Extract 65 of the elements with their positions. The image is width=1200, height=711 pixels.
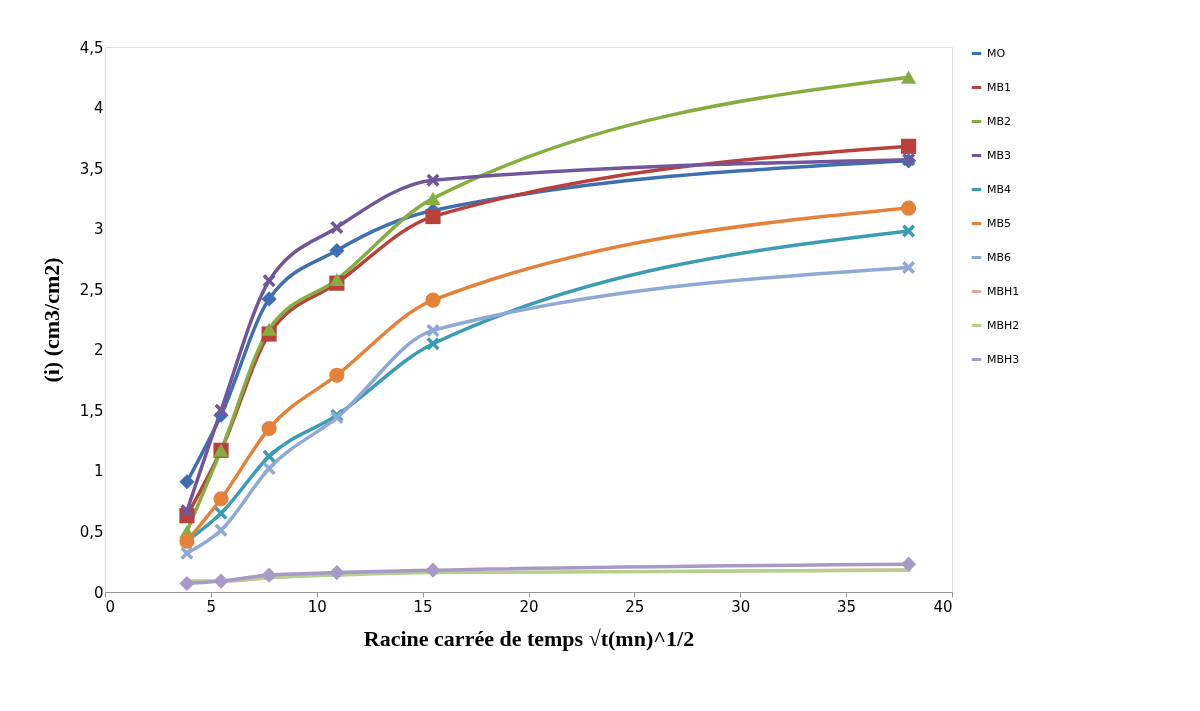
point	[329, 272, 345, 287]
legend-label: MB3	[987, 148, 1012, 162]
point	[901, 200, 917, 216]
y-tick-label: 1,5	[79, 401, 104, 420]
point	[262, 449, 277, 464]
y-tick-label: 2,5	[79, 280, 104, 299]
y-tick-label: 4,5	[79, 38, 104, 57]
point	[214, 523, 229, 538]
point	[901, 138, 917, 154]
point	[213, 573, 229, 589]
legend-label: MB6	[987, 250, 1012, 264]
point	[426, 336, 440, 351]
legend-label: MBH1	[987, 284, 1020, 298]
point	[261, 567, 277, 583]
point	[329, 367, 345, 383]
point	[179, 546, 194, 561]
x-tick-label: 0	[105, 597, 116, 616]
point	[329, 565, 345, 581]
legend-label: MB1	[987, 80, 1012, 94]
y-tick-label: 3,5	[79, 159, 104, 178]
legend-label: MB4	[987, 182, 1012, 196]
y-tick-label: 2	[93, 341, 104, 360]
point	[179, 474, 195, 490]
point	[262, 461, 277, 476]
x-tick-label: 5	[206, 597, 217, 616]
point	[425, 191, 441, 205]
point	[213, 491, 229, 507]
x-tick-label: 10	[307, 597, 327, 616]
point	[426, 173, 440, 188]
x-tick-label: 40	[933, 597, 953, 616]
point	[425, 292, 441, 308]
legend-label: MBH2	[987, 318, 1020, 332]
x-axis-title: Racine carrée de temps √t(mn)^1/2	[363, 625, 695, 651]
point	[214, 506, 229, 521]
point	[261, 322, 277, 336]
y-tick-label: 0,5	[79, 522, 104, 541]
point	[901, 70, 917, 84]
legend-label: MO	[987, 46, 1006, 60]
point	[329, 220, 344, 235]
point	[329, 242, 345, 259]
y-axis-title: (i) (cm3/cm2)	[38, 257, 64, 383]
point	[262, 273, 277, 288]
point	[179, 575, 195, 592]
point	[426, 323, 440, 338]
legend-label: MB2	[987, 114, 1012, 128]
point	[425, 208, 441, 225]
x-tick-label: 25	[625, 597, 645, 616]
y-tick-label: 4	[93, 99, 104, 118]
x-tick-label: 30	[731, 597, 751, 616]
y-tick-label: 3	[93, 220, 104, 239]
point	[901, 260, 916, 275]
point	[261, 291, 277, 307]
point	[179, 503, 194, 518]
point	[901, 224, 916, 239]
x-tick-label: 20	[519, 597, 539, 616]
point	[214, 403, 229, 418]
point	[425, 562, 441, 578]
y-tick-label: 1	[93, 462, 104, 481]
legend-label: MBH3	[987, 352, 1020, 366]
x-tick-label: 15	[413, 597, 433, 616]
point	[901, 556, 917, 572]
x-tick-label: 35	[837, 597, 857, 616]
legend-label: MB5	[987, 216, 1012, 230]
point	[261, 420, 277, 437]
y-tick-label: 0	[93, 583, 104, 602]
